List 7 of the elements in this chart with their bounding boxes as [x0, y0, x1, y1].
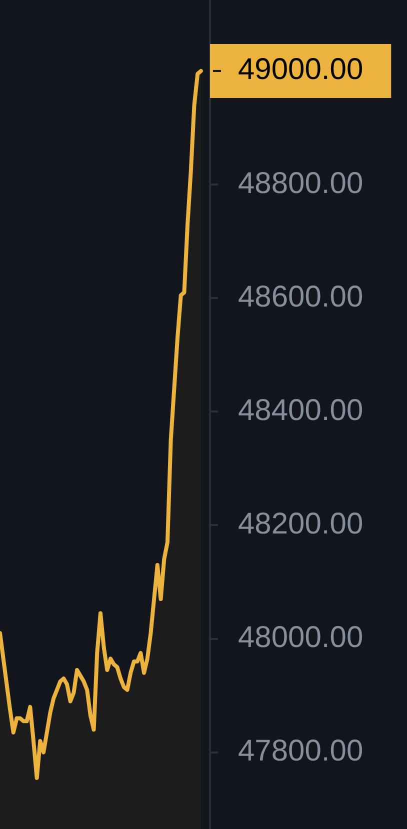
text: 49000.00 [238, 53, 364, 86]
y-tick-label: 48200.00 [238, 507, 364, 540]
y-tick-label: 48600.00 [238, 280, 364, 314]
y-tick-label: 47800.00 [238, 734, 364, 768]
y-tick-label: 48000.00 [238, 621, 364, 654]
y-tick-label: 48800.00 [238, 166, 364, 200]
y-tick-label: 48400.00 [238, 394, 364, 427]
